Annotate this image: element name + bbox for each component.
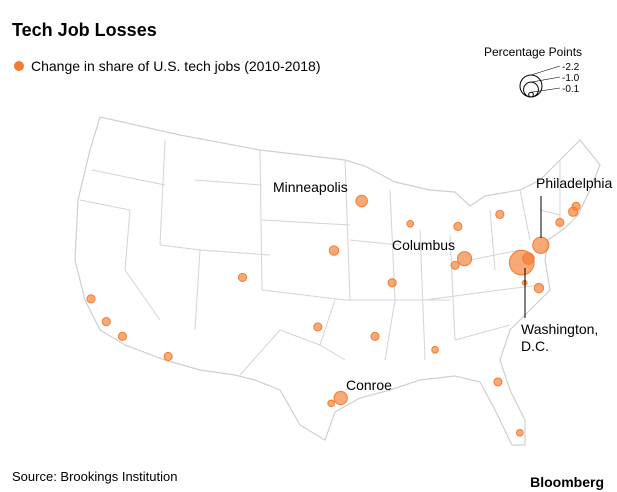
city-label: Washington, [521, 321, 598, 337]
city-label: D.C. [521, 338, 549, 354]
bubble [313, 322, 323, 332]
bubble [450, 260, 460, 270]
bubble [387, 278, 397, 288]
title: Tech Job Losses [12, 20, 157, 40]
bubble [555, 217, 565, 228]
bubble [406, 219, 415, 228]
bubble [328, 245, 340, 256]
city-label: Philadelphia [536, 175, 612, 191]
city-label: Columbus [392, 237, 455, 253]
us-map [74, 116, 601, 446]
bubble [327, 399, 335, 408]
bubble [101, 317, 111, 327]
bubble [532, 236, 550, 254]
bubble [333, 390, 348, 406]
legend-dot [14, 61, 24, 71]
bubble [533, 282, 545, 294]
size-legend-label: -0.1 [562, 84, 580, 95]
size-legend-tick [530, 76, 561, 83]
bubble [355, 194, 368, 208]
size-legend: Percentage Points -2.2-1.0-0.1 [484, 45, 582, 98]
city-label: Minneapolis [273, 179, 348, 195]
country-outline [74, 116, 601, 446]
bubble [457, 251, 473, 267]
bubble [522, 252, 535, 265]
size-legend-label: -2.2 [562, 62, 580, 73]
bubble [495, 209, 505, 219]
brand: Bloomberg [530, 474, 604, 490]
bubbles: Minneapolis Columbus Conroe Washington,D.C.… [86, 175, 612, 437]
bubble [571, 201, 581, 211]
bubble [117, 331, 128, 341]
bubble [86, 294, 96, 304]
bubble [163, 351, 173, 362]
bubble [431, 345, 439, 354]
bubble [493, 377, 503, 387]
size-legend-label: -1.0 [562, 73, 580, 84]
bubble [516, 429, 524, 437]
size-legend-tick [530, 87, 561, 93]
size-legend-title: Percentage Points [484, 45, 582, 59]
size-legend-tick [530, 65, 561, 76]
bubble [370, 331, 380, 341]
bubble [237, 272, 248, 282]
legend-label: Change in share of U.S. tech jobs (2010-… [31, 58, 321, 74]
city-label: Conroe [346, 377, 392, 393]
source: Source: Brookings Institution [12, 469, 177, 484]
bubble [453, 221, 463, 232]
